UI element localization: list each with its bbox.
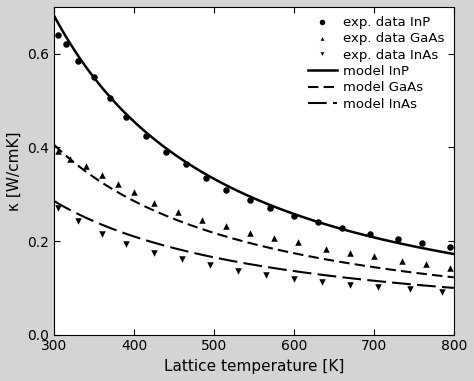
- Point: [143, 133, 150, 139]
- Point: [55, 205, 62, 211]
- Point: [290, 213, 298, 219]
- Point: [262, 272, 270, 278]
- Point: [370, 253, 378, 259]
- Point: [246, 197, 254, 203]
- Point: [55, 32, 62, 38]
- Point: [182, 161, 190, 167]
- Point: [438, 288, 446, 295]
- Point: [63, 42, 70, 48]
- Point: [446, 243, 454, 250]
- Point: [130, 189, 138, 195]
- Point: [394, 235, 402, 242]
- Point: [318, 279, 326, 285]
- Point: [174, 209, 182, 215]
- Point: [122, 241, 130, 247]
- Point: [99, 171, 106, 178]
- Point: [66, 155, 74, 162]
- Point: [406, 286, 414, 292]
- Point: [107, 95, 114, 101]
- Point: [99, 231, 106, 237]
- Point: [398, 258, 406, 264]
- Point: [222, 186, 230, 192]
- Point: [246, 229, 254, 235]
- Point: [346, 250, 354, 256]
- Point: [206, 262, 214, 268]
- Point: [290, 276, 298, 282]
- Point: [234, 267, 242, 274]
- Point: [422, 261, 430, 267]
- Point: [222, 223, 230, 229]
- Point: [446, 265, 454, 271]
- Point: [418, 240, 426, 246]
- Point: [322, 245, 330, 251]
- Point: [74, 218, 82, 224]
- Point: [55, 148, 62, 154]
- Point: [346, 282, 354, 288]
- Point: [91, 74, 98, 80]
- Legend: exp. data InP, exp. data GaAs, exp. data InAs, model InP, model GaAs, model InAs: exp. data InP, exp. data GaAs, exp. data…: [305, 14, 447, 113]
- Point: [270, 235, 278, 241]
- X-axis label: Lattice temperature [K]: Lattice temperature [K]: [164, 359, 344, 374]
- Point: [374, 284, 382, 290]
- Point: [366, 231, 374, 237]
- Point: [150, 200, 158, 206]
- Point: [163, 149, 170, 155]
- Point: [199, 217, 206, 223]
- Point: [266, 205, 274, 211]
- Point: [294, 239, 302, 245]
- Y-axis label: κ [W/cmK]: κ [W/cmK]: [7, 131, 22, 211]
- Point: [115, 181, 122, 187]
- Point: [82, 163, 90, 169]
- Point: [314, 219, 322, 225]
- Point: [338, 225, 346, 231]
- Point: [74, 58, 82, 64]
- Point: [202, 175, 210, 181]
- Point: [150, 250, 158, 256]
- Point: [122, 114, 130, 120]
- Point: [178, 256, 186, 262]
